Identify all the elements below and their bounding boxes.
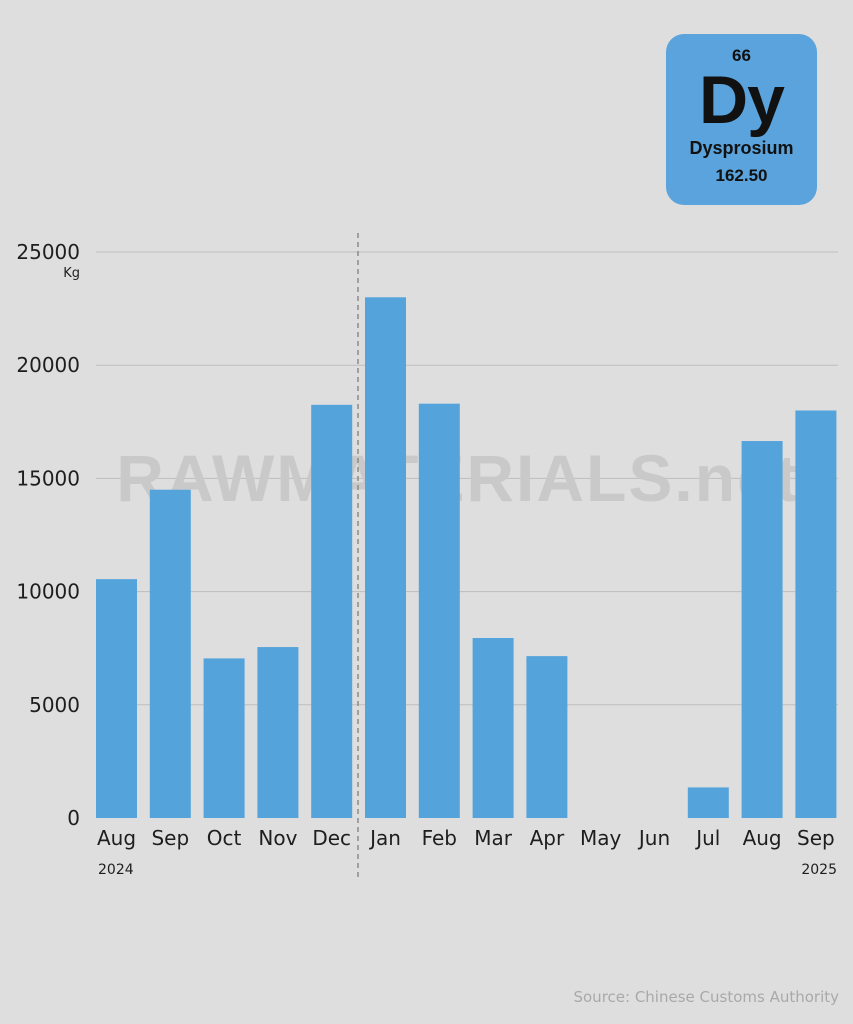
element-atomic-mass: 162.50 (715, 166, 768, 185)
gridlines (96, 251, 838, 706)
year-label-2024: 2024 (98, 862, 134, 878)
bar-aug-0 (96, 579, 137, 818)
x-tick-label: May (580, 826, 622, 850)
y-tick-label: 20000 (16, 353, 80, 377)
y-tick-label: 0 (67, 806, 80, 830)
bar-jul-11 (687, 787, 729, 818)
y-tick-label: 15000 (16, 466, 80, 490)
x-tick-label: Aug (97, 826, 136, 850)
bar-dec-4 (311, 404, 353, 818)
y-tick-label: 10000 (16, 580, 80, 604)
year-label-2025: 2025 (801, 862, 837, 878)
source-note: Source: Chinese Customs Authority (573, 988, 839, 1006)
y-axis-ticks: 0 5000 10000 15000 20000 25000 (16, 240, 80, 830)
x-axis-labels: Aug Sep Oct Nov Dec Jan Feb Mar Apr May Jun Jul Aug S… (97, 826, 835, 850)
x-tick-label: Jan (368, 826, 401, 850)
bars (96, 297, 837, 818)
bar-mar-7 (472, 638, 514, 818)
x-tick-label: Sep (151, 826, 189, 850)
y-tick-label: 5000 (29, 693, 80, 717)
bar-sep-13 (795, 410, 837, 818)
bar-jan-5 (365, 297, 406, 818)
x-tick-label: Nov (258, 826, 297, 850)
x-tick-label: Sep (797, 826, 835, 850)
y-tick-label: 25000 (16, 240, 80, 264)
bar-sep-1 (149, 489, 191, 818)
x-tick-label: Apr (530, 826, 565, 850)
bar-oct-2 (203, 658, 245, 818)
bar-feb-6 (418, 403, 460, 818)
element-symbol: Dy (699, 62, 785, 138)
x-tick-label: Feb (422, 826, 457, 850)
bar-aug-12 (741, 441, 783, 818)
bar-nov-3 (257, 647, 299, 818)
x-tick-label: Aug (743, 826, 782, 850)
x-tick-label: Jun (637, 826, 670, 850)
x-tick-label: Mar (474, 826, 513, 850)
x-tick-label: Jul (694, 826, 720, 850)
element-atomic-number: 66 (732, 46, 751, 65)
element-card: 66 Dy Dysprosium 162.50 (666, 34, 817, 205)
x-tick-label: Dec (312, 826, 351, 850)
y-axis-unit: Kg (63, 266, 80, 281)
bar-apr-8 (526, 656, 568, 818)
element-name: Dysprosium (689, 138, 794, 158)
x-tick-label: Oct (207, 826, 242, 850)
